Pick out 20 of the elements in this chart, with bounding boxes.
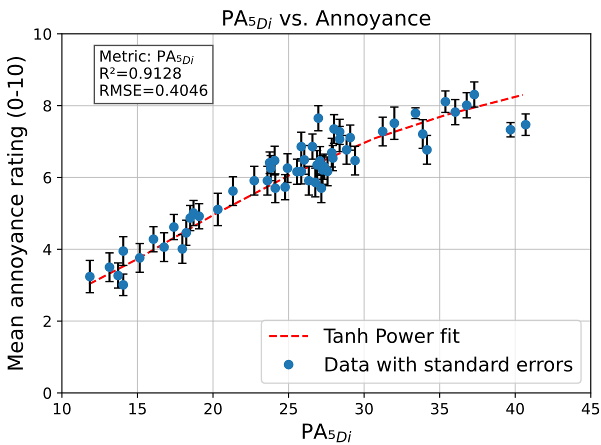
legend-label: Data with standard errors: [326, 356, 572, 372]
x-tick-label: 20: [204, 402, 222, 414]
y-axis-title: Mean annoyance rating (0-10): [7, 56, 28, 370]
x-tick-label: 40: [506, 402, 524, 414]
y-tick-label: 6: [44, 172, 52, 184]
y-tick-label: 8: [43, 100, 52, 112]
y-tick-label: 2: [44, 316, 51, 327]
y-tick-label: 10: [34, 28, 52, 40]
x-tick-label: 35: [431, 402, 448, 414]
x-axis-title: PA₅$_{Di}$: [302, 424, 352, 442]
x-tick-label: 30: [356, 402, 373, 414]
annotation: Metric: PA₅$_{Di}$ R²=0.9128 RMSE=0.4046: [100, 50, 208, 96]
x-tick-label: 25: [280, 402, 297, 414]
chart-title: PA₅$_{Di}$ vs. Annoyance: [223, 10, 430, 30]
y-tick-label: 4: [43, 244, 52, 256]
x-tick-label: 15: [129, 403, 146, 414]
y-tick-label: 0: [43, 387, 52, 399]
x-tick-label: 10: [54, 402, 71, 414]
x-tick-label: 45: [582, 403, 600, 414]
legend-label: Tanh Power fit: [324, 328, 460, 344]
